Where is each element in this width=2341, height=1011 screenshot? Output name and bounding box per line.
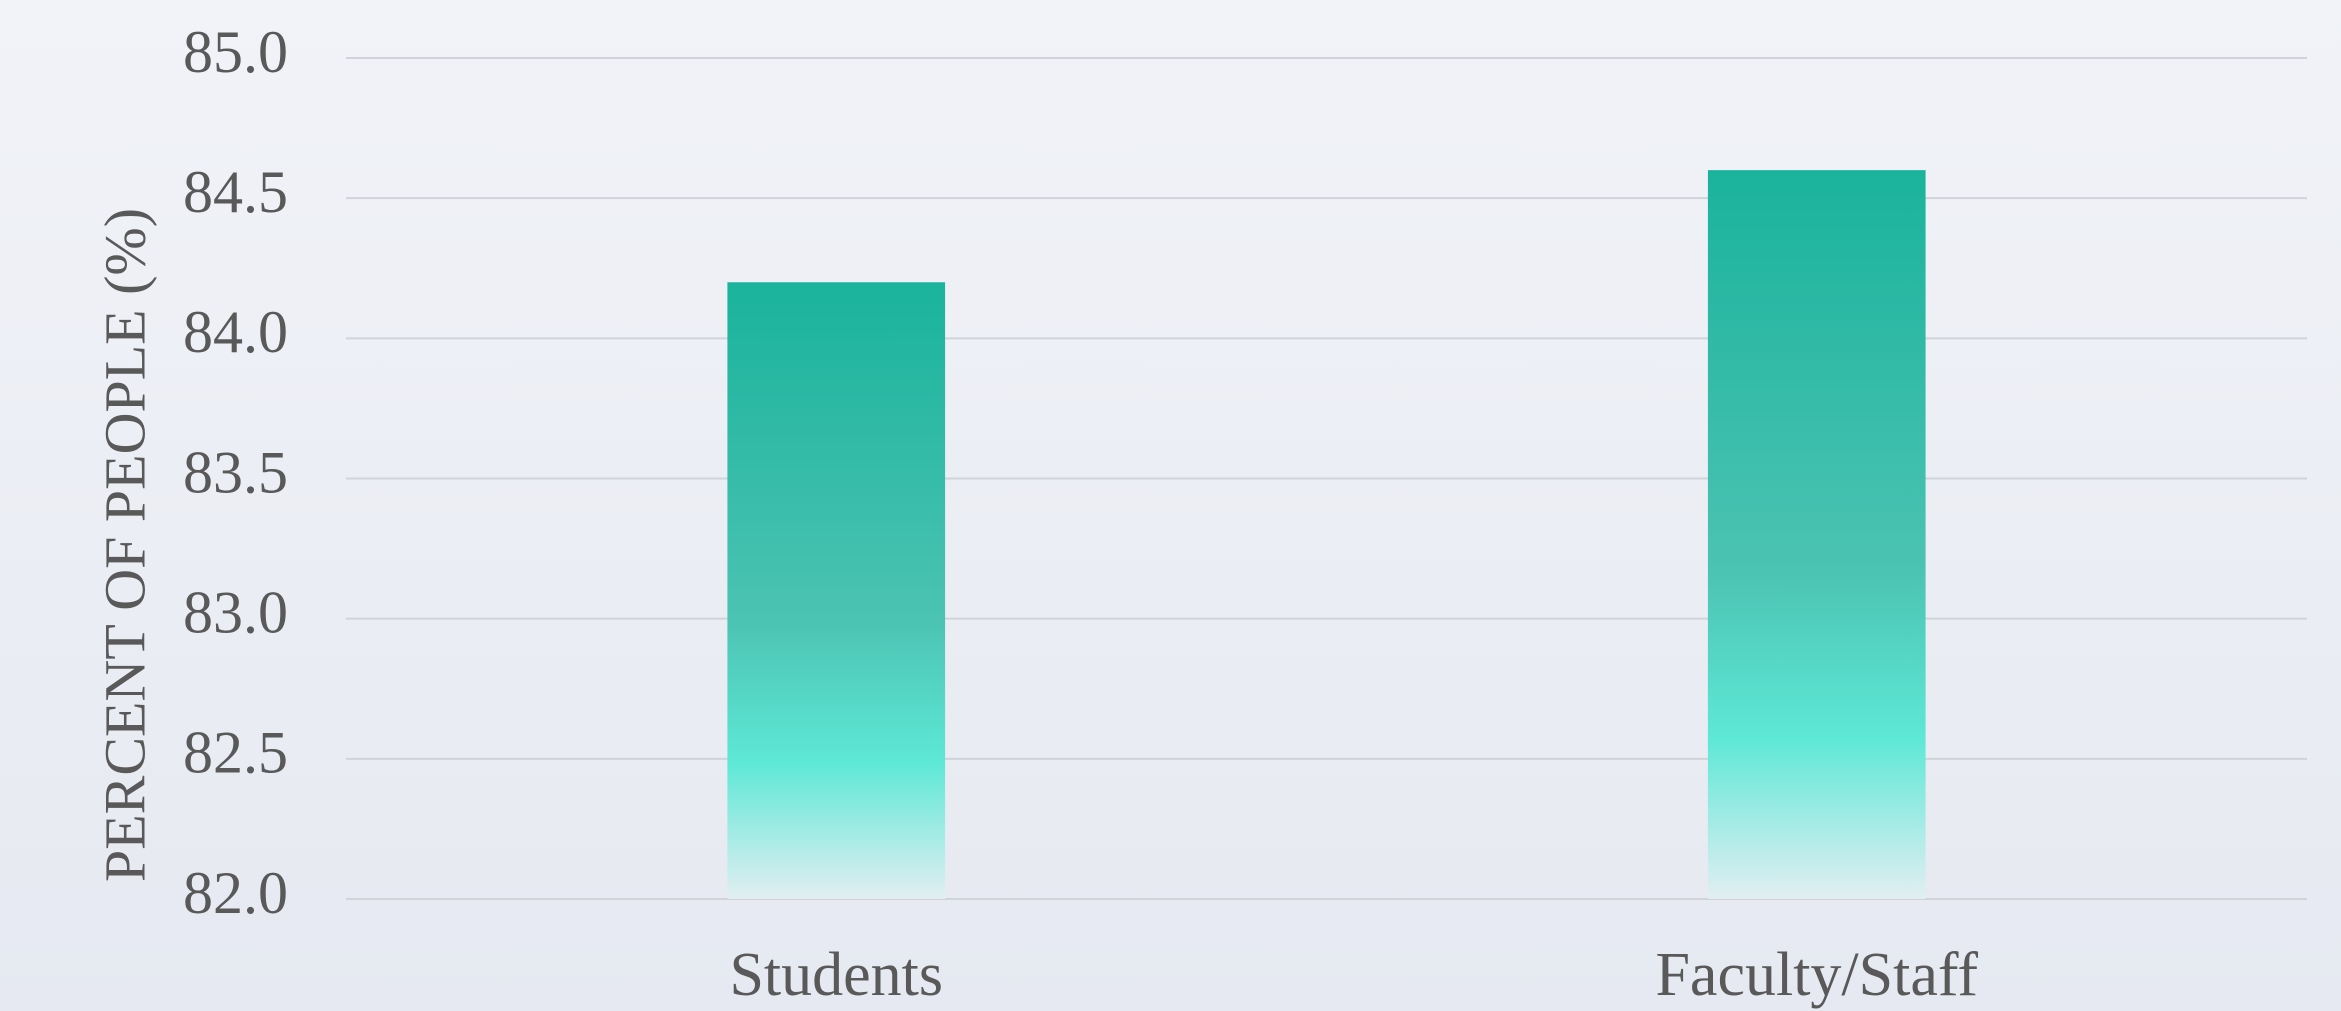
y-tick-label: 82.0 xyxy=(183,860,288,926)
x-tick-label: Faculty/Staff xyxy=(1655,941,1978,1009)
y-tick-label: 82.5 xyxy=(183,720,288,786)
y-tick-label: 84.5 xyxy=(183,159,288,225)
y-tick-label: 84.0 xyxy=(183,299,288,365)
y-axis-label: PERCENT OF PEOPLE (%) xyxy=(92,208,157,882)
bar xyxy=(727,282,946,899)
y-tick-label: 85.0 xyxy=(183,19,288,85)
bar xyxy=(1707,170,1926,900)
y-tick-label: 83.5 xyxy=(183,439,288,505)
y-tick-label: 83.0 xyxy=(183,579,288,645)
x-tick-label: Students xyxy=(729,941,943,1009)
